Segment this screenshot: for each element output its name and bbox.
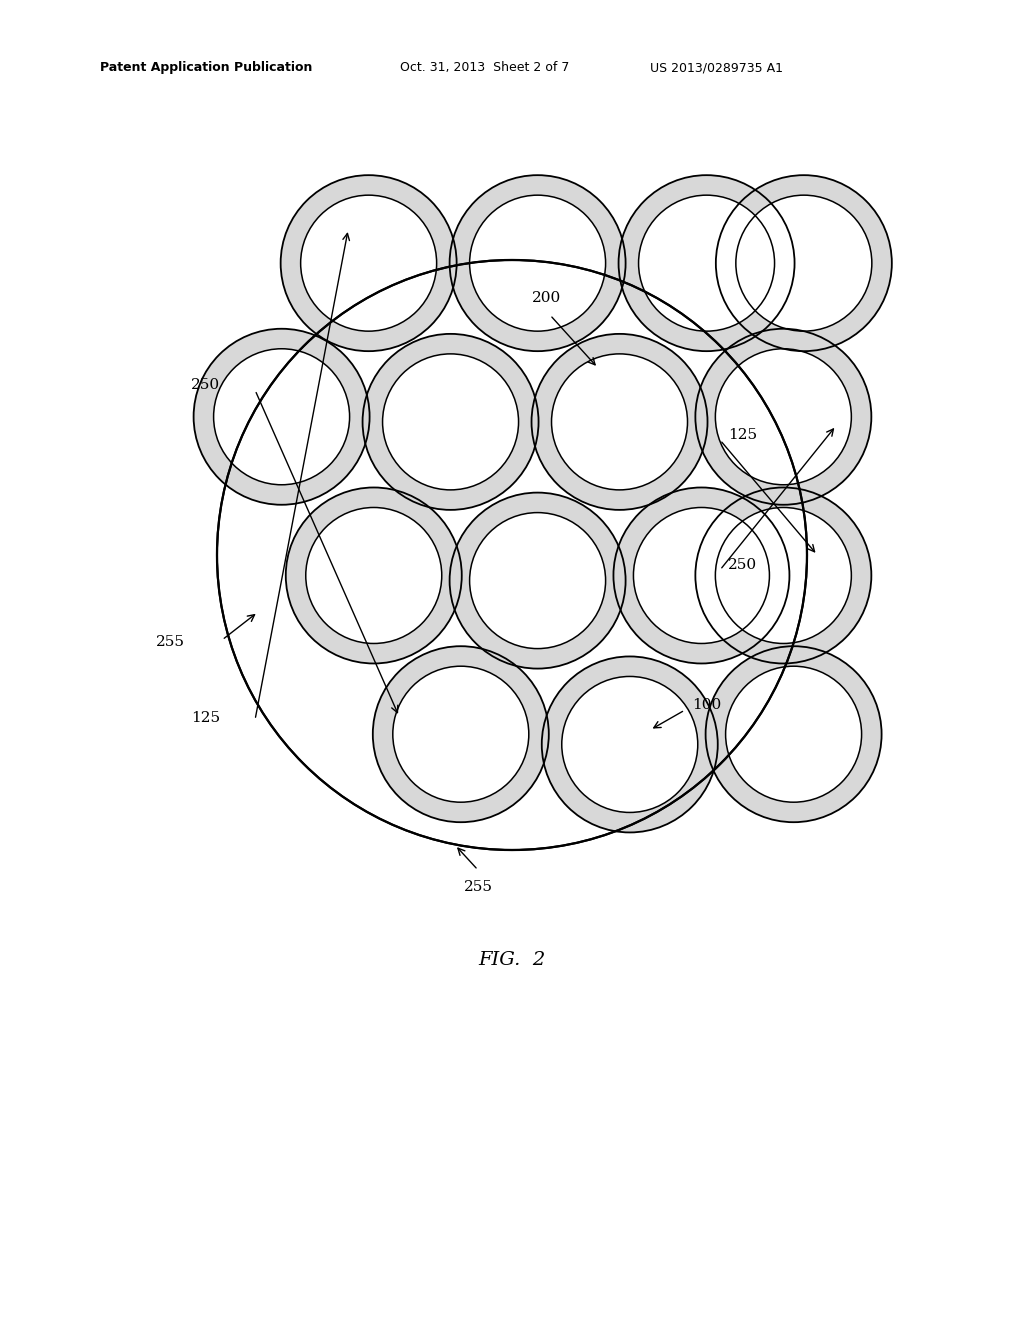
Circle shape xyxy=(634,507,769,643)
Circle shape xyxy=(706,647,882,822)
Circle shape xyxy=(306,507,441,643)
Text: 125: 125 xyxy=(728,428,757,442)
Circle shape xyxy=(383,354,518,490)
Circle shape xyxy=(716,507,851,643)
Circle shape xyxy=(552,354,687,490)
Circle shape xyxy=(373,647,549,822)
Circle shape xyxy=(639,195,774,331)
Circle shape xyxy=(695,329,871,504)
Circle shape xyxy=(286,487,462,664)
Text: US 2013/0289735 A1: US 2013/0289735 A1 xyxy=(650,62,783,74)
Circle shape xyxy=(531,334,708,510)
Text: 250: 250 xyxy=(190,378,220,392)
Text: 255: 255 xyxy=(156,635,185,649)
Circle shape xyxy=(470,195,605,331)
Circle shape xyxy=(214,348,349,484)
Circle shape xyxy=(613,487,790,664)
Circle shape xyxy=(301,195,436,331)
Circle shape xyxy=(450,492,626,669)
Text: 125: 125 xyxy=(190,711,220,725)
Circle shape xyxy=(542,656,718,833)
Circle shape xyxy=(716,176,892,351)
Text: 255: 255 xyxy=(464,880,493,894)
Circle shape xyxy=(562,676,697,812)
Circle shape xyxy=(450,176,626,351)
Circle shape xyxy=(393,667,528,803)
Circle shape xyxy=(281,176,457,351)
Circle shape xyxy=(618,176,795,351)
Text: FIG.  2: FIG. 2 xyxy=(478,950,546,969)
Circle shape xyxy=(470,512,605,648)
Circle shape xyxy=(362,334,539,510)
Circle shape xyxy=(695,487,871,664)
Circle shape xyxy=(726,667,861,803)
Text: 100: 100 xyxy=(692,698,721,711)
Text: 250: 250 xyxy=(728,558,757,572)
Circle shape xyxy=(716,348,851,484)
Circle shape xyxy=(194,329,370,504)
Circle shape xyxy=(736,195,871,331)
Text: Patent Application Publication: Patent Application Publication xyxy=(100,62,312,74)
Text: 200: 200 xyxy=(532,290,561,305)
Text: Oct. 31, 2013  Sheet 2 of 7: Oct. 31, 2013 Sheet 2 of 7 xyxy=(400,62,569,74)
